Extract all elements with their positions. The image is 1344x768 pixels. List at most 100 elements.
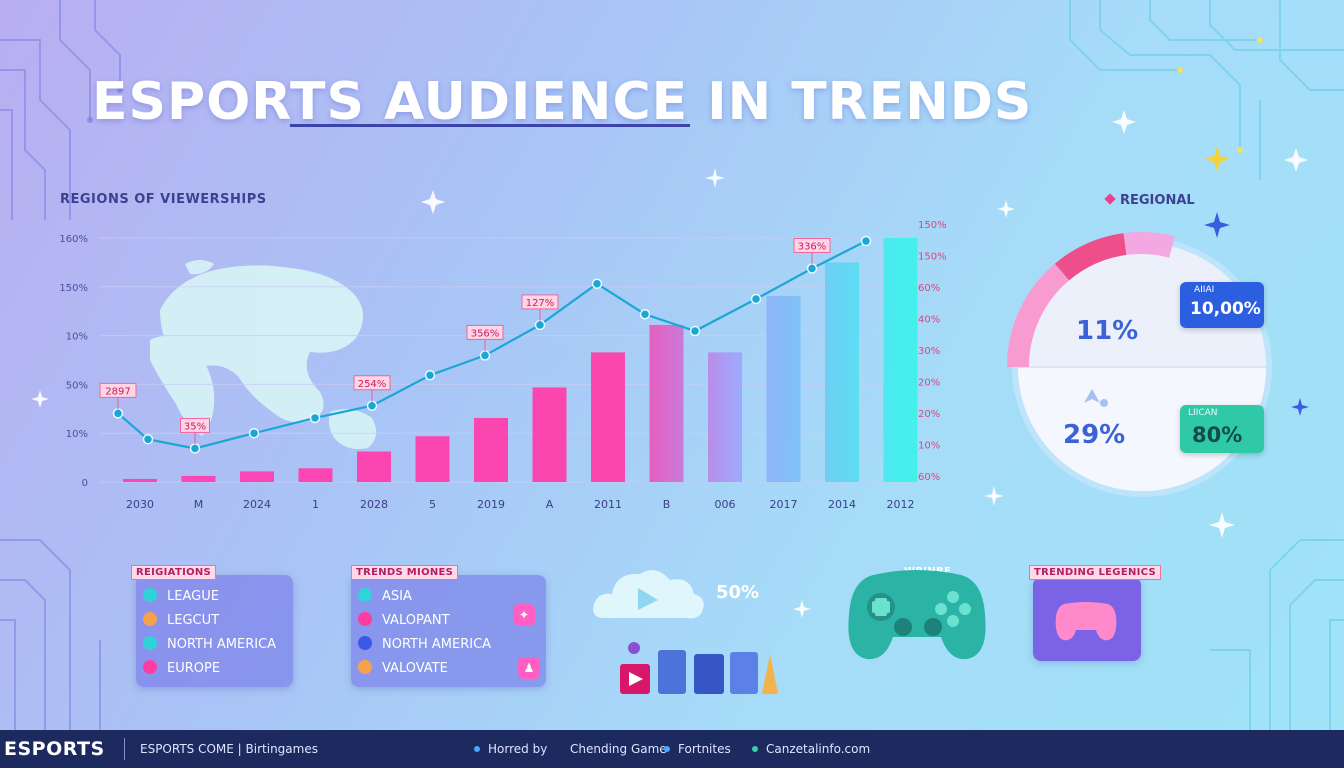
bar-3 — [298, 468, 333, 482]
data-label: 2897 — [105, 386, 130, 397]
x-tick-label: 2011 — [594, 498, 622, 511]
chart-title: REGIONS OF VIEWERSHIPS — [60, 192, 267, 207]
footer-bar: ESPORTS ESPORTS COME | Birtingames Horre… — [0, 730, 1344, 768]
x-tick-label: 2017 — [770, 498, 798, 511]
x-tick-label: B — [663, 498, 671, 511]
asia-bubble-value: 10,00% — [1190, 299, 1261, 319]
y-tick-right: 60% — [918, 283, 940, 294]
regions-legend-item[interactable]: LEAGUE — [143, 588, 219, 604]
donut-label-29: 29% — [1063, 420, 1126, 450]
regions-legend-panel — [136, 575, 293, 687]
bar-12 — [825, 262, 859, 482]
regions-legend-label: LEGCUT — [167, 613, 220, 628]
footer-site-label: Canzetalinfo.com — [766, 742, 871, 756]
regions-legend-dot — [143, 588, 157, 602]
data-label: 336% — [798, 242, 827, 253]
trends-legend-label: NORTH AMERICA — [382, 637, 492, 652]
trends-legend-dot — [358, 612, 372, 626]
regions-legend-dot — [143, 612, 157, 626]
data-label: 35% — [184, 421, 206, 432]
y-tick-left: 50% — [66, 380, 88, 391]
world-map-illustration — [150, 260, 377, 449]
footer-brand: ESPORTS — [4, 738, 105, 760]
data-label-box — [793, 238, 831, 253]
footer-site[interactable]: Canzetalinfo.com — [752, 742, 870, 756]
lican-bubble-value: 80% — [1192, 423, 1243, 447]
trend-point-7 — [479, 350, 491, 361]
regions-legend-item[interactable]: EUROPE — [143, 660, 220, 676]
x-tick-label: 2019 — [477, 498, 505, 511]
regional-chart-title: REGIONAL — [1106, 193, 1195, 208]
x-tick-label: M — [194, 498, 204, 511]
y-tick-left: 150% — [59, 283, 88, 294]
lican-bubble-small: LIICAN — [1188, 408, 1218, 418]
y-tick-right: 20% — [918, 409, 940, 420]
trend-point-6 — [424, 370, 436, 381]
bar-8 — [591, 352, 625, 482]
trend-point-2 — [189, 443, 201, 454]
data-label: 254% — [358, 379, 387, 390]
x-tick-label: 1 — [312, 498, 319, 511]
bar-10 — [708, 352, 742, 482]
bar-9 — [649, 324, 684, 482]
y-tick-right: 30% — [918, 346, 940, 357]
trend-point-12 — [750, 293, 762, 305]
y-tick-right: 20% — [918, 378, 940, 389]
regions-legend-label: NORTH AMERICA — [167, 637, 277, 652]
trends-legend-item[interactable]: ASIA — [358, 588, 412, 604]
trends-star-button[interactable]: ✦ — [513, 604, 535, 626]
trends-legend-dot — [358, 636, 372, 650]
footer-hosted[interactable]: Horred by — [474, 742, 547, 756]
y-tick-left: 0 — [82, 478, 88, 489]
data-label: 127% — [526, 298, 555, 309]
page-title: ESPORTS AUDIENCE IN TRENDS — [92, 72, 1033, 132]
footer-games[interactable]: Chending Game — [570, 742, 667, 756]
bar-1 — [181, 475, 216, 482]
footer-text: ESPORTS COME | Birtingames — [140, 742, 318, 756]
trend-point-0 — [112, 408, 124, 419]
trend-point-9 — [591, 278, 603, 289]
trends-legend-item[interactable]: NORTH AMERICA — [358, 636, 491, 652]
trending-panel — [1033, 577, 1141, 661]
data-label-box — [521, 294, 559, 310]
trends-legend-item[interactable]: VALOVATE — [358, 660, 448, 676]
trends-run-button[interactable]: ♟ — [518, 657, 540, 679]
x-tick-label: 2014 — [828, 498, 856, 511]
y-tick-left: 10% — [66, 332, 88, 343]
trends-legend-dot — [358, 588, 372, 602]
footer-fortnites[interactable]: Fortnites — [664, 742, 731, 756]
data-label-box — [180, 417, 210, 433]
bar-6 — [474, 417, 508, 482]
lican-bubble: LIICAN 80% — [1180, 405, 1264, 453]
trends-legend-label: ASIA — [382, 589, 412, 604]
bar-2 — [240, 471, 274, 482]
trends-legend-item[interactable]: VALOPANT — [358, 612, 450, 628]
trend-point-11 — [689, 325, 701, 337]
regions-legend-item[interactable]: LEGCUT — [143, 612, 219, 628]
data-label-box — [353, 375, 391, 391]
y-tick-left: 160% — [59, 234, 88, 245]
trend-point-8 — [534, 319, 546, 331]
x-tick-label: 2028 — [360, 498, 388, 511]
trending-panel-tag: TRENDING LEGENICS — [1029, 565, 1161, 580]
y-tick-right: 10% — [918, 441, 940, 452]
trend-point-14 — [860, 235, 872, 247]
trend-point-3 — [248, 427, 260, 439]
trend-point-4 — [309, 412, 321, 424]
asia-bubble-small: AIIAI — [1194, 285, 1215, 295]
bar-5 — [415, 436, 450, 482]
y-tick-right: 150% — [918, 220, 947, 231]
data-label-box — [99, 382, 137, 398]
x-tick-label: 5 — [429, 498, 436, 511]
trends-legend-dot — [358, 660, 372, 674]
y-tick-right: 60% — [918, 472, 940, 483]
regions-legend-dot — [143, 636, 157, 650]
trends-legend-tag: TRENDS MIONES — [351, 565, 459, 580]
bar-13 — [883, 238, 918, 482]
bar-7 — [532, 387, 567, 482]
regions-legend-item[interactable]: NORTH AMERICA — [143, 636, 276, 652]
x-tick-label: 006 — [715, 498, 736, 511]
footer-separator — [124, 738, 125, 760]
